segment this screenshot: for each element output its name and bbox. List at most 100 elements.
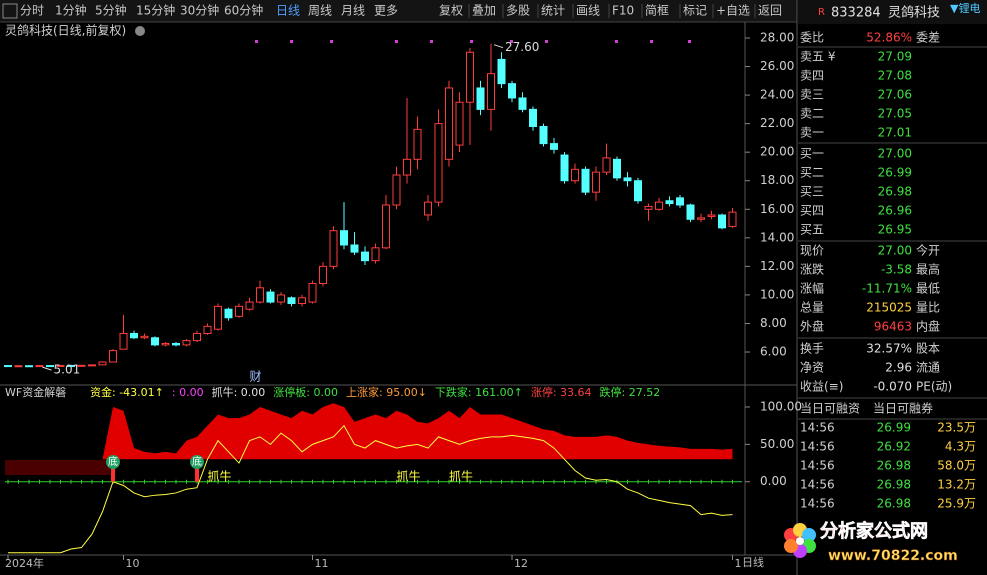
row-label: 换手	[800, 342, 824, 356]
row-value: 27.05	[878, 107, 912, 121]
candle-body	[14, 365, 23, 368]
annotation: 财	[250, 370, 262, 384]
candle-body	[193, 332, 201, 342]
toolbar-bg	[0, 0, 797, 22]
trade-volume: 13.2万	[937, 478, 976, 492]
candle-body	[707, 214, 716, 217]
row-value: 26.96	[878, 204, 912, 218]
reading: : 0.00	[172, 386, 204, 399]
candle-body	[581, 168, 590, 193]
row-label: PE(动)	[916, 380, 952, 394]
title-dropdown[interactable]	[135, 26, 145, 36]
row-label: 总量	[800, 301, 824, 315]
period-tab[interactable]: 1分钟	[55, 3, 87, 18]
menu-icon[interactable]	[2, 3, 18, 19]
candle-body	[203, 325, 212, 334]
trade-price: 26.98	[877, 497, 911, 511]
row-label: 委差	[916, 31, 940, 45]
row-label: 最低	[916, 282, 940, 296]
candle-body	[77, 364, 86, 367]
tool-button[interactable]: 简框	[645, 4, 669, 18]
tool-button[interactable]: 返回	[758, 4, 782, 18]
candle-body	[466, 51, 474, 103]
y-tick-label: 18.00	[760, 173, 794, 187]
candle-body	[487, 73, 495, 110]
tool-button[interactable]: 多股	[506, 4, 530, 18]
y-tick-label: 22.00	[760, 116, 794, 130]
trade-volume: 23.5万	[937, 421, 976, 435]
candle-body	[392, 174, 401, 206]
trade-time: 14:56	[800, 459, 835, 473]
row-label: 卖四	[800, 69, 824, 83]
candle-body	[109, 350, 117, 363]
period-tab[interactable]: 周线	[308, 4, 332, 18]
period-tab[interactable]: 5分钟	[95, 3, 127, 18]
row-value: 27.00	[878, 147, 912, 161]
candle-body	[424, 201, 432, 216]
row-label: 涨跌	[800, 262, 824, 277]
candle-body	[371, 247, 380, 262]
tool-button[interactable]: +自选	[716, 4, 750, 18]
candle-body	[602, 157, 611, 173]
y-tick-label: 12.00	[760, 259, 794, 273]
signal-dot	[255, 40, 258, 43]
signal-badge	[106, 455, 120, 469]
tool-button[interactable]: 画线	[576, 4, 600, 18]
signal-dot	[430, 40, 433, 43]
row-label: 买二	[800, 166, 824, 180]
candle-body	[235, 305, 243, 317]
period-tab[interactable]: 日线	[276, 4, 300, 18]
row-label: 流通	[916, 361, 940, 375]
period-tab[interactable]: 更多	[374, 4, 398, 18]
candle-body	[361, 251, 369, 262]
annotation-arrow	[42, 366, 52, 371]
candle-body	[161, 342, 170, 346]
x-tick-label: 12	[514, 557, 528, 570]
candle-body	[4, 365, 12, 368]
reading: 资金: -43.01↑	[90, 385, 164, 399]
candle-body	[266, 291, 275, 303]
row-label: 净资	[800, 361, 824, 375]
candle-body	[676, 197, 684, 206]
financing-label: 当日可融资	[800, 402, 860, 416]
fund-area	[8, 403, 733, 460]
signal-dot	[688, 40, 691, 43]
row-value: 32.57%	[866, 342, 912, 356]
period-tab[interactable]: 分时	[20, 4, 44, 18]
tool-button[interactable]: 统计	[541, 4, 565, 18]
period-tab[interactable]: 30分钟	[180, 3, 219, 18]
row-label: 卖三	[800, 88, 824, 102]
row-label: 买五	[800, 223, 824, 237]
trade-price: 26.92	[877, 440, 911, 454]
tool-button[interactable]: 标记	[683, 4, 707, 18]
period-tab[interactable]: 60分钟	[224, 3, 263, 18]
period-tab[interactable]: 15分钟	[136, 3, 175, 18]
name: 灵鸽科技	[888, 5, 940, 21]
row-label: 外盘	[800, 319, 824, 334]
row-value: 215025	[866, 301, 912, 315]
row-label: 卖一	[800, 126, 824, 140]
y-tick-label: 26.00	[760, 59, 794, 73]
candle-body	[445, 87, 453, 160]
tool-button[interactable]: 复权	[439, 4, 463, 18]
candle-body	[434, 123, 443, 203]
code: 833284	[831, 6, 881, 21]
y-tick-label: 14.00	[760, 230, 794, 244]
tool-button[interactable]: F10	[612, 4, 634, 18]
signal-text: 抓牛	[449, 469, 473, 484]
signal-dot	[395, 40, 398, 43]
candle-body	[298, 297, 306, 304]
trade-time: 14:56	[800, 440, 835, 454]
row-value: -0.070	[873, 380, 912, 394]
y-tick-label: 28.00	[760, 30, 794, 44]
candle-body	[508, 83, 516, 99]
y-tick-label: 0.00	[760, 474, 787, 488]
sector[interactable]: ▼锂电	[950, 1, 980, 15]
row-label: 股本	[916, 342, 940, 356]
candle-body	[382, 204, 390, 249]
tool-button[interactable]: 叠加	[472, 4, 496, 18]
row-label: 委比	[800, 31, 824, 45]
period-tab[interactable]: 月线	[341, 4, 365, 18]
row-label: 涨幅	[800, 281, 824, 296]
